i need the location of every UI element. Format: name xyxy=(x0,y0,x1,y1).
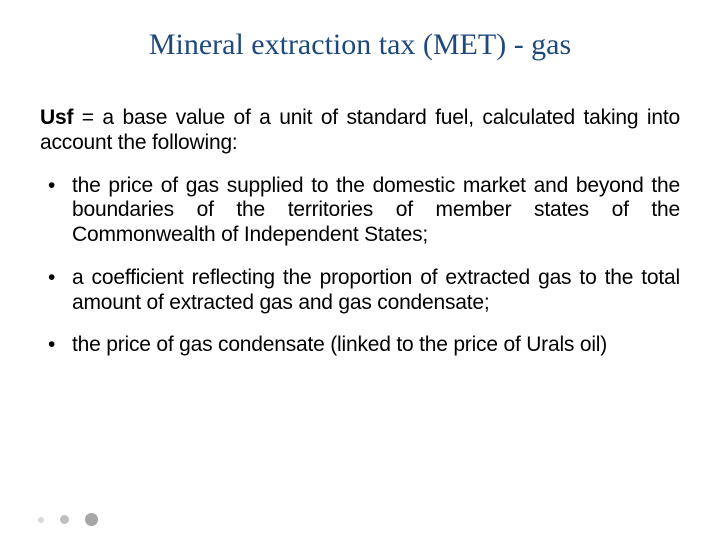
bullet-item: the price of gas supplied to the domesti… xyxy=(40,174,680,248)
slide-container: Mineral extraction tax (MET) - gas Usf =… xyxy=(0,0,720,540)
decorative-dots xyxy=(38,513,98,526)
bullet-list: the price of gas supplied to the domesti… xyxy=(40,174,680,359)
intro-paragraph: Usf = a base value of a unit of standard… xyxy=(40,106,680,156)
dot-icon xyxy=(60,515,69,524)
slide-title: Mineral extraction tax (MET) - gas xyxy=(40,28,680,62)
bullet-item: the price of gas condensate (linked to t… xyxy=(40,333,680,358)
dot-icon xyxy=(38,517,44,523)
intro-term: Usf xyxy=(40,106,73,129)
intro-text: = a base value of a unit of standard fue… xyxy=(40,106,680,154)
dot-icon xyxy=(85,513,98,526)
bullet-item: a coefficient reflecting the proportion … xyxy=(40,266,680,316)
